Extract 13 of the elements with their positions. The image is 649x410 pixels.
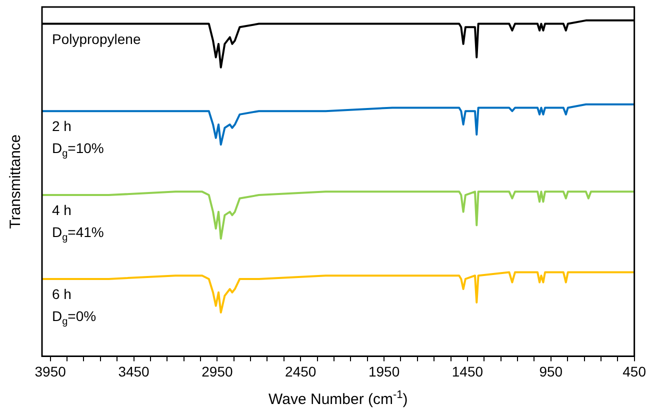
series-label: 2 h [52, 118, 72, 134]
x-tick-label: 450 [622, 363, 646, 380]
series-label: 4 h [52, 202, 72, 218]
x-tick-label: 2450 [285, 363, 316, 380]
series-label: 6 h [52, 286, 72, 302]
x-tick-label: 1450 [452, 363, 484, 380]
x-tick-label: 3950 [34, 363, 66, 380]
x-tick-label: 2950 [202, 363, 233, 380]
x-tick-label: 1950 [368, 363, 400, 380]
x-tick-label: 950 [539, 363, 563, 380]
x-tick-label: 3450 [118, 363, 150, 380]
y-axis-title: Transmittance [7, 134, 24, 229]
series-label: Polypropylene [52, 30, 141, 47]
